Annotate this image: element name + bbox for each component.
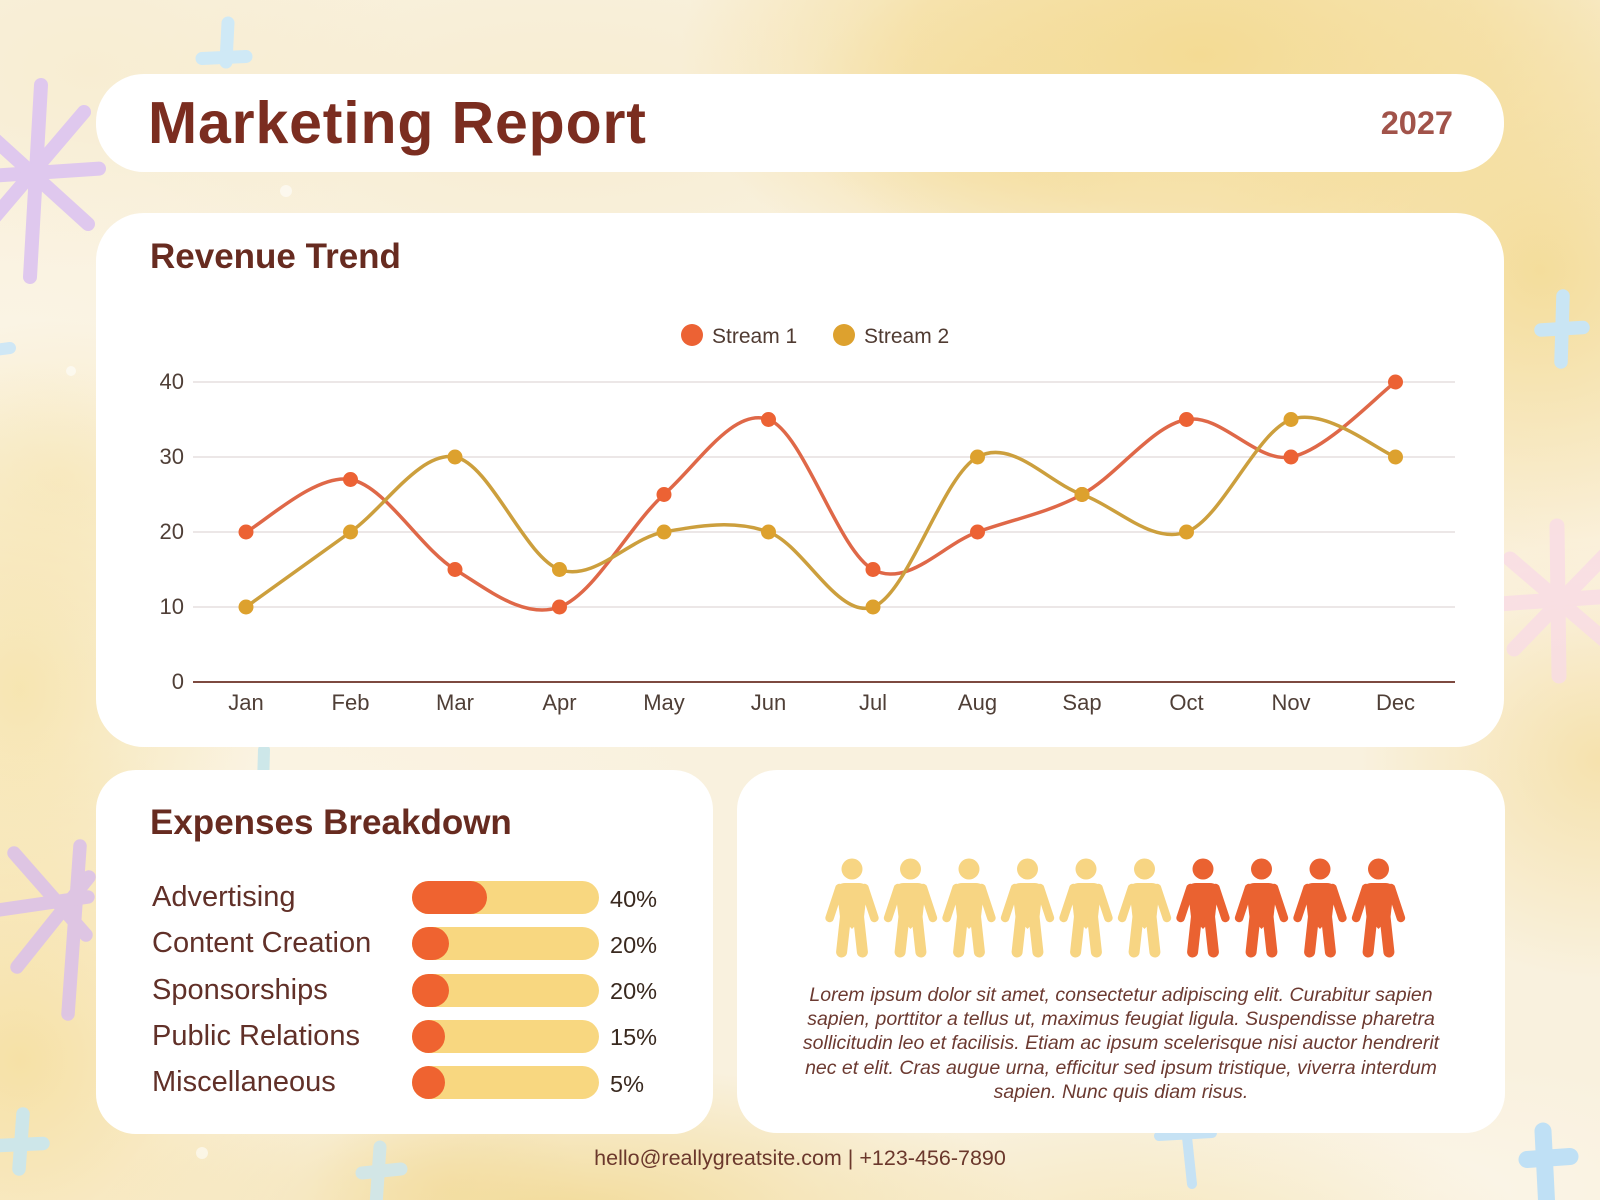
svg-text:Jan: Jan xyxy=(228,690,263,715)
svg-text:Dec: Dec xyxy=(1376,690,1415,715)
svg-text:Jun: Jun xyxy=(751,690,786,715)
svg-text:Stream 1: Stream 1 xyxy=(712,325,797,348)
svg-text:Jul: Jul xyxy=(859,690,887,715)
svg-text:Feb: Feb xyxy=(332,690,370,715)
svg-text:Apr: Apr xyxy=(542,690,576,715)
svg-text:40: 40 xyxy=(160,369,184,394)
svg-text:10: 10 xyxy=(160,594,184,619)
svg-text:May: May xyxy=(643,690,685,715)
svg-text:Mar: Mar xyxy=(436,690,474,715)
svg-text:Oct: Oct xyxy=(1169,690,1203,715)
svg-text:20: 20 xyxy=(160,519,184,544)
svg-text:Nov: Nov xyxy=(1271,690,1310,715)
svg-text:30: 30 xyxy=(160,444,184,469)
svg-text:Stream 2: Stream 2 xyxy=(864,325,949,348)
svg-text:Aug: Aug xyxy=(958,690,997,715)
svg-text:0: 0 xyxy=(172,669,184,694)
svg-text:Sap: Sap xyxy=(1062,690,1101,715)
